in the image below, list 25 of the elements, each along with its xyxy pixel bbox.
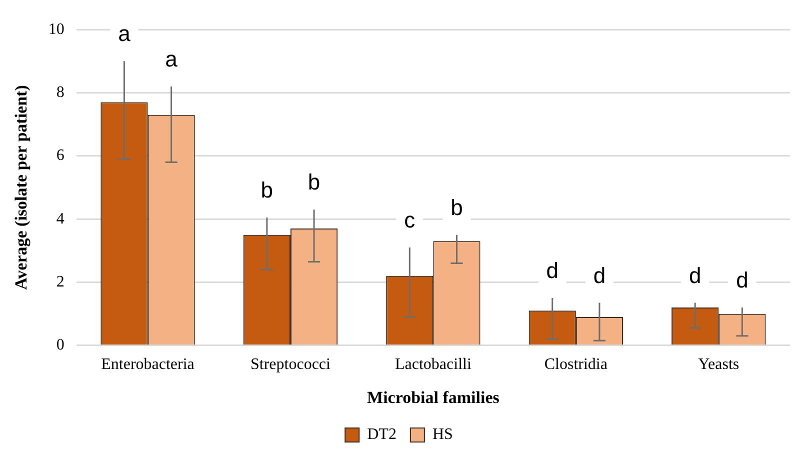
annotation: a	[165, 46, 178, 72]
annotation: d	[593, 262, 606, 288]
x-tick-label: Streptococci	[250, 356, 332, 374]
y-tick-label: 10	[48, 20, 64, 38]
annotation: d	[546, 258, 558, 284]
y-tick-label: 6	[56, 147, 64, 164]
annotation: b	[450, 194, 463, 220]
y-tick-label: 0	[56, 336, 64, 354]
y-tick-label: 8	[56, 84, 64, 101]
annotation: c	[404, 208, 416, 233]
y-tick-label: 4	[56, 210, 64, 228]
annotation: b	[308, 170, 320, 195]
annotation: b	[260, 178, 274, 203]
y-tick-label: 2	[56, 273, 64, 290]
annotation: d	[688, 262, 702, 288]
x-axis-title: Microbial families	[367, 388, 500, 408]
annotation: d	[736, 268, 748, 293]
x-tick-label: Lactobacilli	[394, 356, 472, 374]
legend-label: DT2	[367, 426, 396, 444]
y-axis-title: Average (isolate per patient)	[12, 85, 31, 290]
x-tick-label: Clostridia	[544, 356, 608, 374]
annotation: a	[118, 21, 132, 46]
x-tick-label: Yeasts	[698, 356, 740, 374]
legend-label: HS	[432, 426, 453, 444]
x-tick-label: Enterobacteria	[101, 356, 194, 374]
